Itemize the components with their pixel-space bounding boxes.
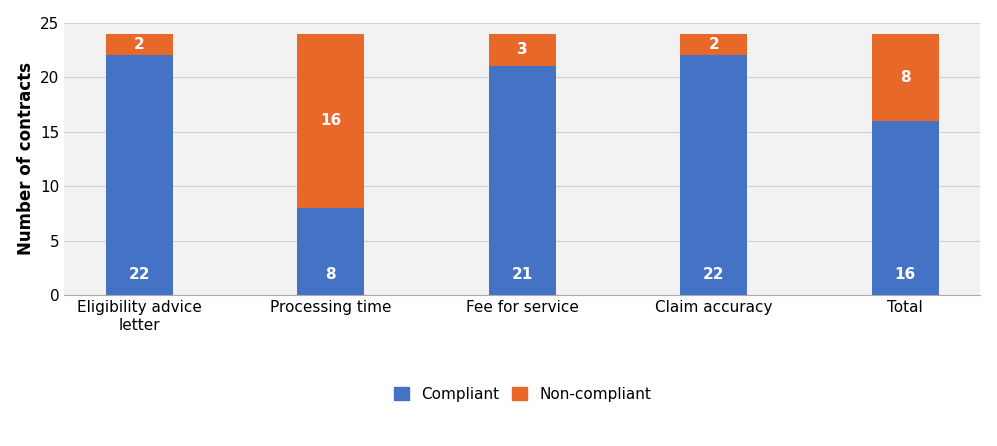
Text: 22: 22 xyxy=(129,267,151,282)
Bar xyxy=(871,33,939,121)
Text: 2: 2 xyxy=(134,37,145,52)
Bar xyxy=(489,66,556,295)
Text: 8: 8 xyxy=(326,267,336,282)
Legend: Compliant, Non-compliant: Compliant, Non-compliant xyxy=(386,379,659,409)
Bar xyxy=(680,33,748,55)
Bar xyxy=(297,33,364,208)
Text: 2: 2 xyxy=(709,37,719,52)
Text: 16: 16 xyxy=(320,113,342,128)
Bar xyxy=(489,33,556,66)
Bar xyxy=(871,121,939,295)
Text: 21: 21 xyxy=(511,267,533,282)
Text: 8: 8 xyxy=(900,70,910,85)
Y-axis label: Number of contracts: Number of contracts xyxy=(17,62,35,256)
Bar xyxy=(297,208,364,295)
Text: 22: 22 xyxy=(703,267,725,282)
Bar xyxy=(106,55,172,295)
Bar xyxy=(680,55,748,295)
Text: 16: 16 xyxy=(894,267,916,282)
Text: 3: 3 xyxy=(517,42,527,58)
Bar xyxy=(106,33,172,55)
